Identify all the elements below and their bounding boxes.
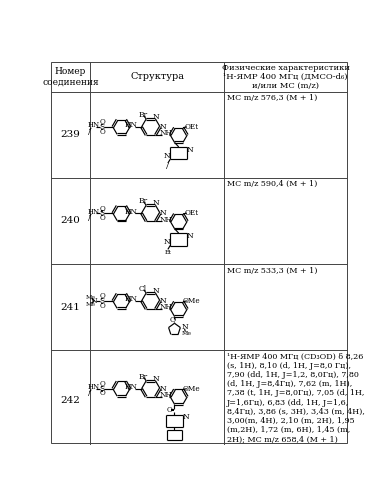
Text: N: N [153, 287, 159, 295]
Text: O: O [167, 406, 173, 414]
Text: OEt: OEt [184, 209, 199, 217]
Text: O: O [99, 214, 105, 222]
Text: N: N [187, 146, 194, 154]
Text: N: N [159, 385, 166, 393]
Text: N: N [159, 297, 166, 305]
Text: O: O [170, 316, 176, 324]
Text: N: N [153, 200, 159, 207]
Text: N: N [181, 323, 188, 331]
Text: Me: Me [85, 302, 95, 308]
Text: Cl: Cl [139, 285, 147, 293]
Text: 241: 241 [61, 302, 81, 312]
Text: O: O [99, 302, 105, 310]
Text: 239: 239 [61, 130, 81, 139]
Text: Me: Me [85, 294, 95, 300]
Text: S: S [99, 385, 105, 393]
Text: МС m/z 533,3 (M + 1): МС m/z 533,3 (M + 1) [227, 266, 317, 274]
Text: HN: HN [87, 208, 100, 216]
Text: S: S [99, 123, 105, 131]
Text: Физические характеристики
¹H-ЯМР 400 МГц (ДМСО-d₆)
и/или МС (m/z): Физические характеристики ¹H-ЯМР 400 МГц… [222, 64, 350, 90]
Text: N: N [159, 123, 166, 131]
Text: HN: HN [87, 383, 100, 391]
Text: Br: Br [139, 373, 148, 381]
Text: /: / [88, 214, 91, 222]
Text: O: O [99, 292, 105, 300]
Text: /: / [88, 390, 91, 398]
Text: OMe: OMe [183, 384, 200, 392]
Text: Номер
соединения: Номер соединения [42, 67, 99, 86]
Text: O: O [99, 204, 105, 212]
Text: HN: HN [125, 383, 138, 391]
Text: HN: HN [87, 122, 100, 130]
Text: 240: 240 [61, 216, 81, 226]
Text: N: N [187, 232, 194, 240]
Text: 242: 242 [61, 396, 81, 405]
Text: O: O [99, 128, 105, 136]
Text: OEt: OEt [184, 123, 199, 131]
Text: МС m/z 576,3 (M + 1): МС m/z 576,3 (M + 1) [227, 94, 317, 102]
Text: МС m/z 590,4 (M + 1): МС m/z 590,4 (M + 1) [227, 180, 317, 188]
Text: N: N [91, 297, 98, 305]
Text: S: S [99, 209, 105, 217]
Text: ¹H-ЯМР 400 МГц (CD₃OD) δ 8,26
(s, 1H), 8,10 (d, 1H, J=8,0 Гц),
7,90 (dd, 1H, J=1: ¹H-ЯМР 400 МГц (CD₃OD) δ 8,26 (s, 1H), 8… [227, 352, 365, 444]
Text: N: N [153, 113, 159, 121]
Text: Me: Me [182, 331, 192, 336]
Text: N: N [164, 238, 170, 246]
Text: Br: Br [139, 198, 148, 205]
Text: N: N [159, 209, 166, 217]
Text: HN: HN [125, 208, 138, 216]
Text: NH: NH [159, 392, 172, 400]
Text: N: N [164, 152, 170, 160]
Text: NH: NH [159, 130, 172, 138]
Text: /: / [88, 128, 91, 136]
Text: O: O [99, 390, 105, 398]
Text: /: / [166, 162, 169, 170]
Text: O: O [99, 118, 105, 126]
Text: HN: HN [125, 122, 138, 130]
Text: OMe: OMe [183, 297, 200, 305]
Text: Et: Et [165, 250, 171, 255]
Text: Br: Br [139, 111, 148, 119]
Text: HN: HN [125, 296, 138, 304]
Text: O: O [99, 380, 105, 388]
Text: Структура: Структура [130, 72, 184, 82]
Text: N: N [153, 375, 159, 383]
Text: N: N [183, 413, 189, 421]
Text: NH: NH [159, 216, 172, 224]
Text: NH: NH [159, 304, 172, 312]
Text: S: S [99, 297, 105, 305]
